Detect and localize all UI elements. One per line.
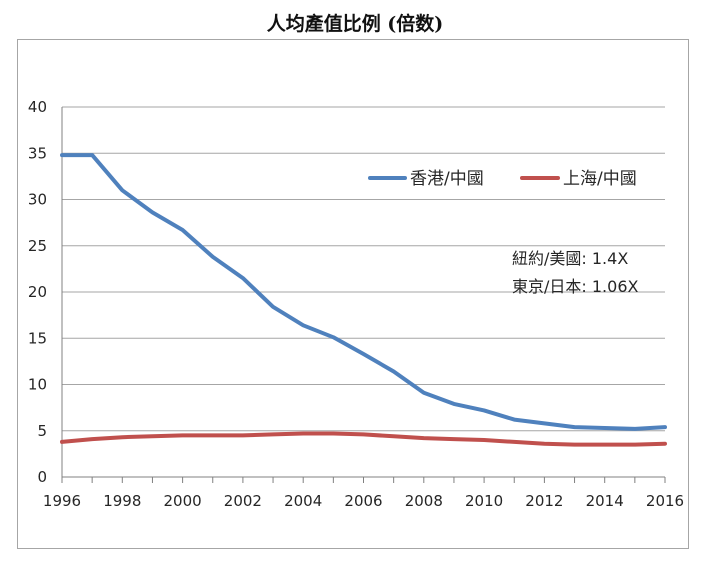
x-tick-label: 2016 bbox=[646, 492, 684, 510]
x-tick-label: 1996 bbox=[43, 492, 81, 510]
y-tick-label: 35 bbox=[28, 144, 47, 162]
series-line-1 bbox=[60, 431, 667, 447]
legend-label-1: 上海/中國 bbox=[563, 169, 637, 189]
y-tick-label: 30 bbox=[28, 191, 47, 209]
legend-label-0: 香港/中國 bbox=[410, 169, 484, 189]
y-tick-label: 20 bbox=[28, 283, 47, 301]
series-lines bbox=[60, 153, 667, 447]
x-tick-label: 2010 bbox=[465, 492, 503, 510]
x-tick-label: 2004 bbox=[284, 492, 322, 510]
x-axis-ticks: 1996 1998 2000 2002 2004 2006 2008 2010 2012 2014… bbox=[43, 477, 684, 510]
series-line-0 bbox=[60, 153, 667, 431]
y-tick-label: 15 bbox=[28, 329, 47, 347]
y-tick-label: 10 bbox=[28, 376, 47, 394]
chart-title: 人均產值比例 (倍数) bbox=[266, 13, 444, 35]
annotation-ny-us: 紐約/美國: 1.4X bbox=[512, 249, 629, 268]
gridlines bbox=[61, 106, 665, 483]
x-tick-label: 2006 bbox=[344, 492, 382, 510]
x-tick-label: 2012 bbox=[525, 492, 563, 510]
y-tick-label: 5 bbox=[37, 422, 47, 440]
chart-frame bbox=[17, 39, 689, 549]
x-tick-label: 2014 bbox=[586, 492, 624, 510]
y-tick-label: 0 bbox=[37, 468, 47, 486]
x-tick-label: 2008 bbox=[405, 492, 443, 510]
y-tick-label: 40 bbox=[28, 98, 47, 116]
x-tick-label: 1998 bbox=[103, 492, 141, 510]
x-tick-label: 2000 bbox=[164, 492, 202, 510]
y-tick-label: 25 bbox=[28, 237, 47, 255]
x-tick-label: 2002 bbox=[224, 492, 262, 510]
y-axis-ticks: 0 5 10 15 20 25 30 35 40 bbox=[28, 98, 47, 486]
annotation-tokyo-japan: 東京/日本: 1.06X bbox=[512, 277, 639, 296]
legend: 香港/中國 上海/中國 bbox=[368, 169, 637, 189]
